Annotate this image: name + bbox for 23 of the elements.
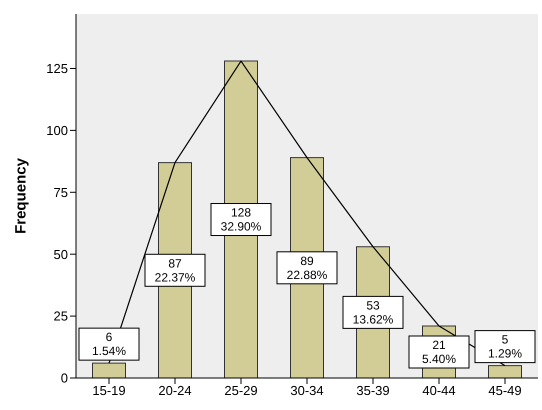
x-tick-label: 45-49: [488, 383, 522, 398]
x-tick-label: 30-34: [290, 383, 324, 398]
y-tick-label: 100: [46, 122, 68, 138]
y-axis-title: Frequency: [12, 157, 30, 234]
data-label: 21 5.40%: [422, 338, 456, 366]
bar: [92, 362, 126, 378]
bar: [488, 365, 522, 378]
y-tick-label: 25: [54, 308, 68, 324]
x-tick-label: 20-24: [158, 383, 192, 398]
y-tick-label: 0: [60, 370, 68, 386]
data-label: 6 1.54%: [92, 330, 126, 358]
y-tick-label: 50: [54, 246, 68, 262]
data-label: 5 1.29%: [488, 332, 522, 361]
y-tick-label: 125: [46, 61, 68, 76]
y-tick-label: 75: [54, 184, 68, 200]
x-tick-label: 15-19: [92, 383, 126, 398]
data-label: 53 13.62%: [352, 298, 394, 326]
data-label: 87 22.37%: [154, 256, 196, 284]
x-tick-label: 35-39: [356, 383, 390, 398]
x-tick-label: 25-29: [224, 383, 258, 398]
x-tick-label: 40-44: [422, 383, 456, 398]
data-label: 89 22.88%: [286, 254, 328, 282]
data-label: 128 32.90%: [220, 206, 262, 234]
